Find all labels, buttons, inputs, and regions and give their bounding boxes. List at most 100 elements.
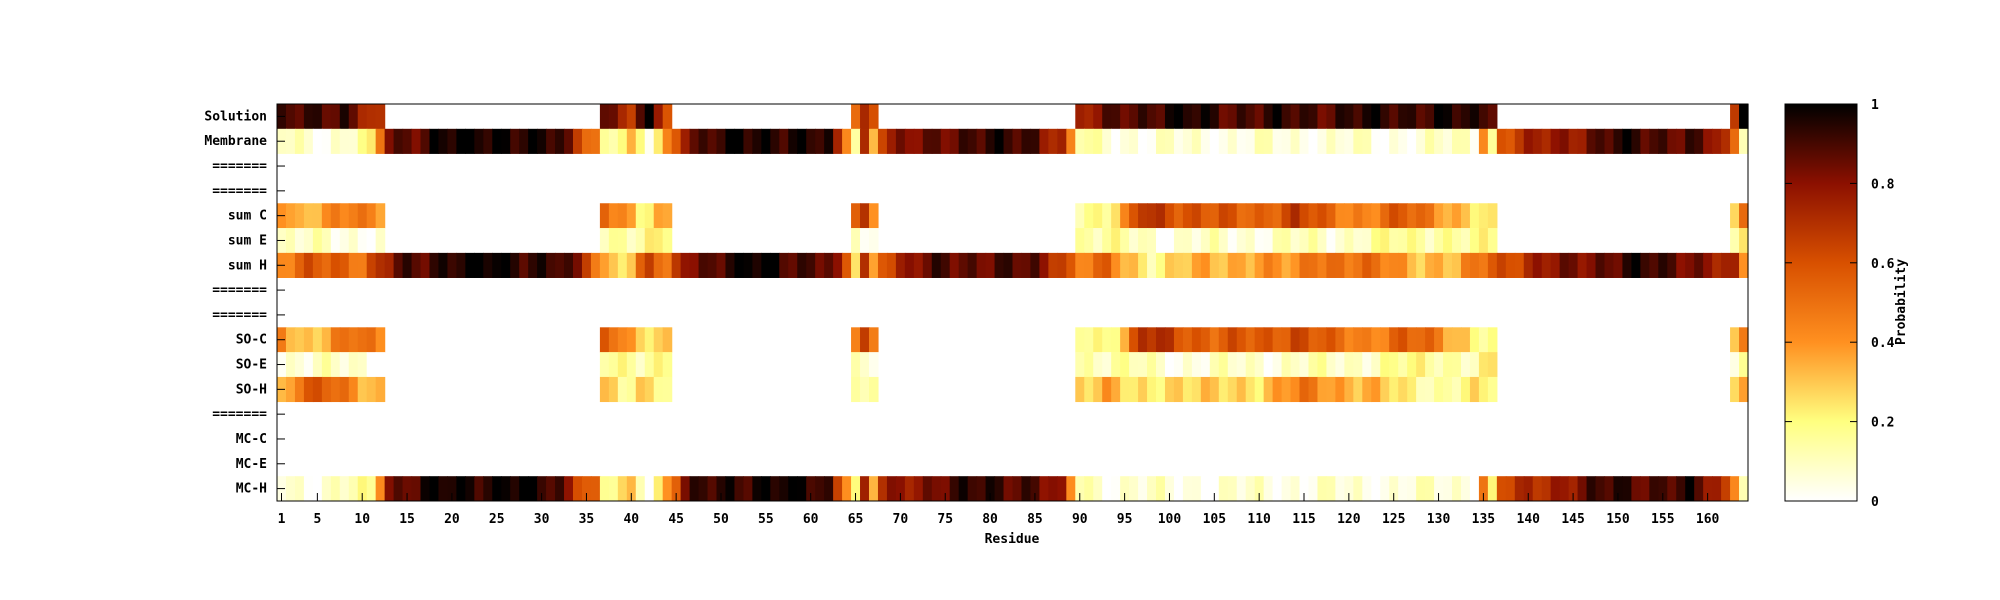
heatmap-cell [546, 252, 556, 278]
heatmap-cell [366, 104, 377, 130]
heatmap-cell [1371, 128, 1381, 154]
heatmap-cell [1326, 252, 1336, 278]
heatmap-cell [447, 128, 457, 154]
heatmap-cell [1191, 104, 1202, 130]
heatmap-cell [1102, 203, 1112, 229]
heatmap-cell [1416, 476, 1426, 502]
heatmap-cell [1129, 352, 1139, 378]
heatmap-cell [1434, 128, 1444, 154]
heatmap-cell [1227, 476, 1238, 502]
heatmap-cell [931, 252, 942, 278]
heatmap-cell [1469, 252, 1480, 278]
heatmap-cell [1353, 128, 1363, 154]
heatmap-cell [1478, 327, 1489, 353]
heatmap-cell [348, 352, 359, 378]
heatmap-cell [1452, 228, 1462, 254]
x-tick-label: 115 [1292, 512, 1315, 527]
heatmap-cell [1362, 252, 1372, 278]
heatmap-cell [1559, 476, 1570, 502]
heatmap-cell [312, 104, 323, 130]
heatmap-cell [402, 476, 413, 502]
heatmap-cell [1102, 252, 1112, 278]
row-label: ======= [212, 283, 267, 298]
heatmap-cell [985, 252, 996, 278]
heatmap-cell [537, 252, 547, 278]
heatmap-cell [1254, 228, 1265, 254]
heatmap-cell [1281, 376, 1292, 403]
heatmap-cell [1425, 352, 1435, 378]
heatmap-cell [868, 128, 879, 154]
heatmap-cell [644, 376, 655, 403]
row-label: ======= [212, 159, 267, 174]
heatmap-cell [1344, 352, 1354, 378]
heatmap-cell [1227, 352, 1238, 378]
heatmap-cell [599, 327, 610, 353]
heatmap-cell [285, 352, 296, 378]
heatmap-cell [1308, 376, 1319, 403]
x-tick-label: 160 [1696, 512, 1720, 527]
heatmap-cell [1272, 352, 1283, 378]
heatmap-cell [1613, 252, 1624, 278]
heatmap-cell [1514, 476, 1525, 502]
heatmap-cell [1371, 476, 1381, 502]
heatmap-cell [1066, 476, 1076, 502]
heatmap-cell [1200, 203, 1211, 229]
heatmap-cell [1613, 128, 1624, 154]
heatmap-cell [1039, 128, 1049, 154]
heatmap-cell [635, 104, 646, 130]
heatmap-cell [1353, 352, 1363, 378]
heatmap-cell [635, 252, 646, 278]
heatmap-cell [1200, 252, 1211, 278]
heatmap-cell [877, 252, 888, 278]
heatmap-cell [1245, 327, 1256, 353]
heatmap-cell [1326, 352, 1336, 378]
heatmap-cell [1200, 352, 1211, 378]
heatmap-cell [1739, 252, 1749, 278]
heatmap-cell [1469, 327, 1480, 353]
heatmap-cell [1604, 476, 1615, 502]
heatmap-cell [1039, 476, 1049, 502]
heatmap-cell [1147, 228, 1157, 254]
heatmap-cell [1173, 252, 1184, 278]
heatmap-cell [1469, 104, 1480, 130]
heatmap-cell [868, 252, 879, 278]
heatmap-cell [1209, 327, 1220, 353]
heatmap-cell [1712, 128, 1722, 154]
heatmap-cell [797, 476, 807, 502]
heatmap-cell [1075, 252, 1085, 278]
heatmap-cell [608, 252, 619, 278]
heatmap-cell [1487, 104, 1498, 130]
heatmap-cell [1030, 252, 1041, 278]
heatmap-cell [1380, 104, 1390, 130]
heatmap-cell [1586, 128, 1597, 154]
heatmap-cell [1523, 128, 1534, 154]
heatmap-cell [1272, 104, 1283, 130]
heatmap-cell [339, 252, 350, 278]
heatmap-cell [1487, 203, 1498, 229]
heatmap-cell [1003, 252, 1014, 278]
heatmap-cell [1317, 352, 1328, 378]
heatmap-cell [1478, 252, 1489, 278]
heatmap-cell [797, 128, 807, 154]
heatmap-cell [375, 252, 386, 278]
heatmap-cell [707, 476, 718, 502]
heatmap-cell [1380, 252, 1390, 278]
heatmap-cell [1739, 476, 1749, 502]
heatmap-cell [1048, 252, 1058, 278]
heatmap-cell [940, 252, 951, 278]
heatmap-cell [1138, 476, 1148, 502]
heatmap-cell [1326, 376, 1336, 403]
heatmap-cell [1227, 228, 1238, 254]
heatmap-cell [1102, 352, 1112, 378]
heatmap-cell [949, 476, 960, 502]
heatmap-cell [851, 476, 861, 502]
heatmap-cell [599, 128, 610, 154]
heatmap-cell [644, 203, 655, 229]
heatmap-cell [1012, 252, 1023, 278]
heatmap-cell [1595, 252, 1606, 278]
colorbar-label: Probability [1894, 259, 1909, 345]
heatmap-cell [1290, 128, 1301, 154]
row-label: sum H [228, 258, 267, 273]
heatmap-cell [1147, 376, 1157, 403]
heatmap-cell [357, 476, 368, 502]
